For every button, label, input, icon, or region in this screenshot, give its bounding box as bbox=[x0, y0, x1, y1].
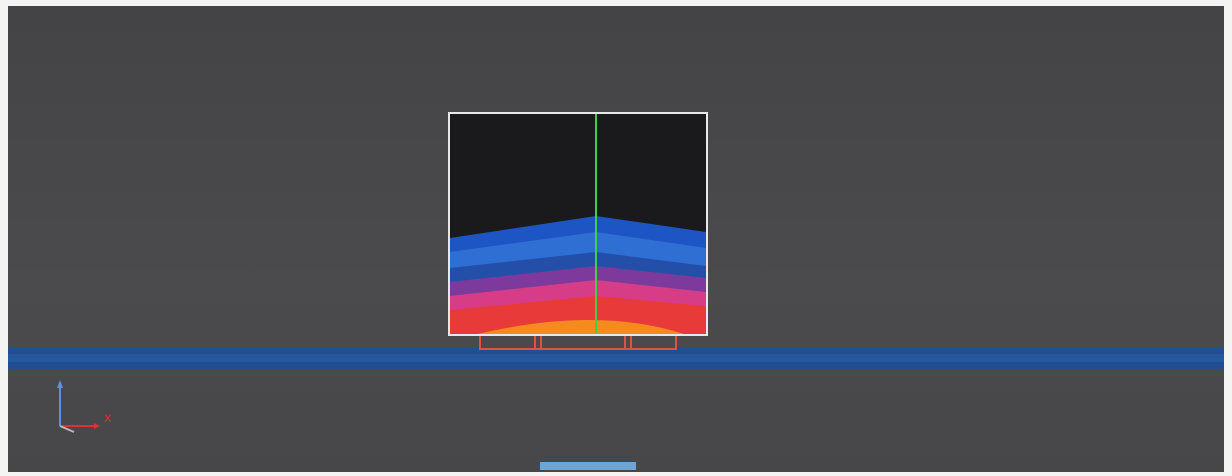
viewport-canvas: x bbox=[8, 6, 1224, 472]
bottom-tab[interactable] bbox=[540, 462, 636, 470]
z-axis-line bbox=[59, 425, 75, 433]
contour-band-7 bbox=[478, 320, 684, 334]
ground-band-highlight bbox=[8, 354, 1224, 362]
cross-section-plot[interactable] bbox=[450, 114, 706, 334]
x-axis-arrow bbox=[94, 423, 100, 429]
axis-triad-icon: x bbox=[57, 380, 112, 433]
footing-outline[interactable] bbox=[479, 336, 677, 350]
footing-base bbox=[479, 336, 677, 350]
y-axis-arrow bbox=[57, 380, 63, 388]
x-axis-label: x bbox=[104, 411, 112, 426]
cross-section-border bbox=[448, 112, 708, 336]
3d-viewport[interactable]: x bbox=[8, 6, 1224, 472]
